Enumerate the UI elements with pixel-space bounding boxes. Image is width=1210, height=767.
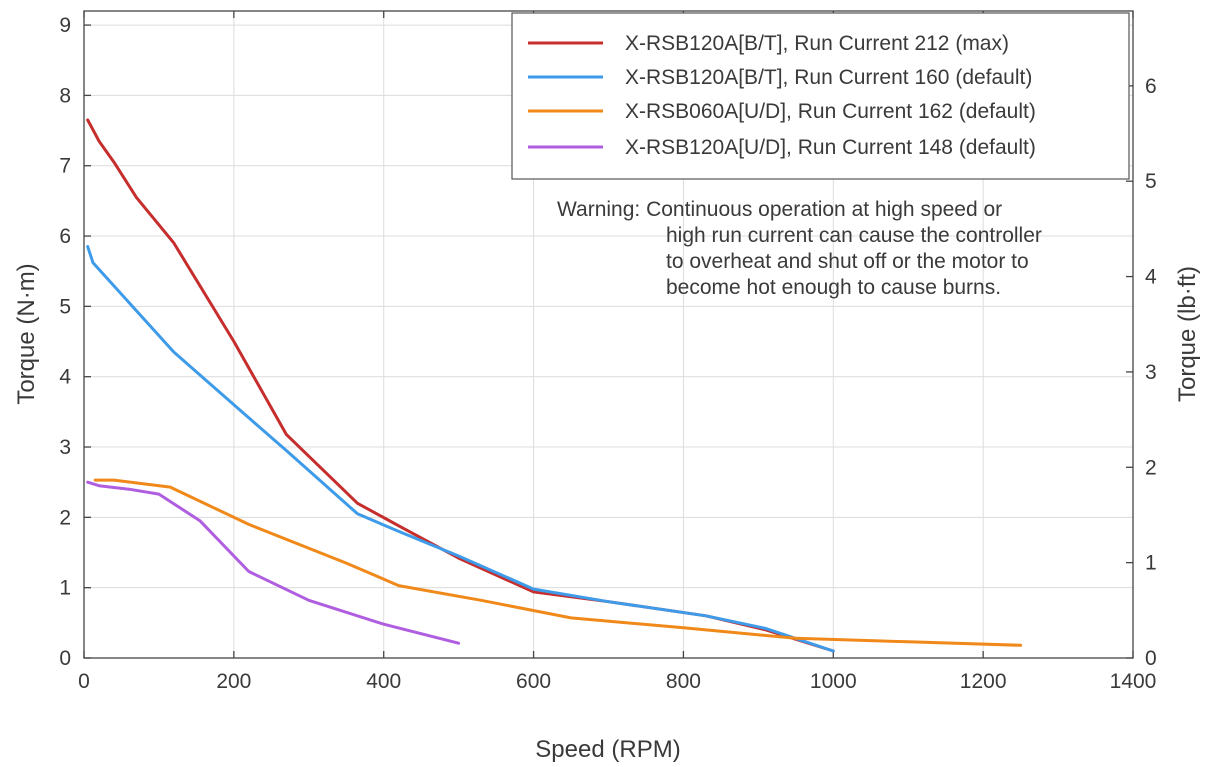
y-tick-label: 4	[59, 366, 71, 389]
x-tick-label: 200	[216, 670, 251, 693]
warning-line-4: become hot enough to cause burns.	[666, 276, 1001, 299]
x-tick-label: 1000	[810, 670, 857, 693]
y2-tick-label: 0	[1145, 647, 1157, 670]
y-tick-label: 5	[59, 295, 71, 318]
x-tick-label: 1200	[960, 670, 1007, 693]
y2-tick-label: 3	[1145, 361, 1157, 384]
y-axis-label: Torque (N·m)	[13, 263, 40, 404]
y-tick-label: 0	[59, 647, 71, 670]
series-line-3	[93, 478, 1023, 647]
y2-axis-label: Torque (lb·ft)	[1174, 266, 1201, 402]
x-axis-label: Speed (RPM)	[535, 736, 680, 763]
plot-frame	[83, 10, 1134, 659]
warning-line-2: high run current can cause the controlle…	[666, 224, 1042, 247]
y2-tick-label: 5	[1145, 170, 1157, 193]
legend: X-RSB120A[B/T], Run Current 212 (max) X-…	[511, 12, 1130, 180]
y2-tick-label: 1	[1145, 552, 1157, 575]
warning-annotation: Warning: Continuous operation at high sp…	[557, 198, 1042, 299]
y-tick-label: 9	[59, 14, 71, 37]
legend-label-2: X-RSB120A[B/T], Run Current 160 (default…	[625, 66, 1032, 89]
x-tick-label: 600	[516, 670, 551, 693]
x-tick-label: 0	[78, 670, 90, 693]
y-tick-label: 7	[59, 155, 71, 178]
legend-label-3: X-RSB060A[U/D], Run Current 162 (default…	[625, 100, 1036, 123]
y-tick-label: 6	[59, 225, 71, 248]
series-line-4	[86, 480, 461, 645]
legend-label-4: X-RSB120A[U/D], Run Current 148 (default…	[625, 136, 1036, 159]
y2-tick-label: 6	[1145, 75, 1157, 98]
series-lines	[86, 118, 1023, 653]
x-tick-label: 800	[666, 670, 701, 693]
y2-tick-label: 4	[1145, 266, 1157, 289]
legend-label-1: X-RSB120A[B/T], Run Current 212 (max)	[625, 32, 1009, 55]
y-tick-label: 2	[59, 506, 71, 529]
x-tick-label: 400	[366, 670, 401, 693]
y2-tick-label: 2	[1145, 456, 1157, 479]
warning-line-1: Warning: Continuous operation at high sp…	[557, 198, 1002, 221]
y-tick-label: 1	[59, 577, 71, 600]
legend-box	[511, 12, 1130, 180]
warning-line-3: to overheat and shut off or the motor to	[666, 250, 1029, 273]
y-tick-label: 3	[59, 436, 71, 459]
series-line-2	[86, 245, 835, 653]
axis-ticks: 0 200 400 600 800 1000 1200 1400012345678901234…	[59, 11, 1157, 693]
x-tick-label: 1400	[1110, 670, 1157, 693]
y-tick-label: 8	[59, 84, 71, 107]
